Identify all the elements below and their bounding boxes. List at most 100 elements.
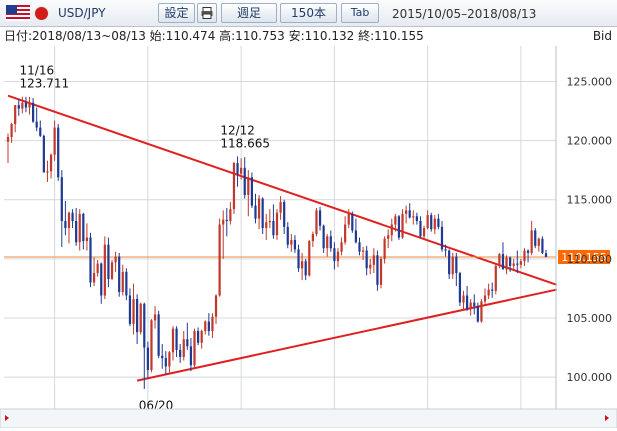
candle-body xyxy=(297,249,300,269)
candle-body xyxy=(405,210,408,214)
candle-body xyxy=(354,230,358,243)
candle-body xyxy=(437,218,440,227)
candle-body xyxy=(483,295,487,302)
candle-body xyxy=(21,102,24,109)
candle-body xyxy=(200,330,203,343)
candle-body xyxy=(544,253,548,258)
candle-body xyxy=(505,257,508,270)
candle-body xyxy=(236,163,239,174)
candle-body xyxy=(361,250,365,252)
period-select[interactable]: 週足 xyxy=(221,3,277,23)
currency-pair-label[interactable]: USD/JPY xyxy=(58,6,106,20)
candle-body xyxy=(408,210,411,218)
candle-body xyxy=(211,316,214,331)
candle-body xyxy=(175,328,178,350)
candle-body xyxy=(132,299,135,324)
candle-body xyxy=(311,234,314,242)
candle-body xyxy=(207,321,210,331)
candle-body xyxy=(351,213,354,231)
y-tick-label: 110.000 xyxy=(567,253,613,266)
candle-body xyxy=(401,213,404,238)
candle-body xyxy=(433,218,436,230)
candle-body xyxy=(426,215,429,229)
candle-body xyxy=(293,239,297,250)
candle-body xyxy=(24,102,28,108)
candle-body xyxy=(75,220,78,243)
candle-body xyxy=(243,167,246,195)
tab-button[interactable]: Tab xyxy=(341,3,379,23)
candle-body xyxy=(526,250,530,253)
candle-body xyxy=(186,339,189,347)
annotation-value: 123.711 xyxy=(20,77,70,91)
candle-body xyxy=(71,212,74,221)
candle-body xyxy=(430,215,433,230)
candle-body xyxy=(265,222,268,229)
annotation-date: 12/12 xyxy=(220,123,255,137)
candle-body xyxy=(67,212,71,229)
candle-body xyxy=(103,244,106,296)
candle-body xyxy=(440,226,444,250)
scroll-left-arrow-icon[interactable] xyxy=(5,415,9,421)
candle-body xyxy=(257,198,261,219)
candle-body xyxy=(60,177,63,221)
candle-body xyxy=(376,255,379,285)
candle-body xyxy=(333,248,336,262)
candle-body xyxy=(218,224,221,296)
candle-body xyxy=(110,262,114,279)
candle-body xyxy=(46,171,49,173)
candle-body xyxy=(261,198,264,229)
candle-body xyxy=(541,238,544,253)
candle-body xyxy=(329,236,332,249)
price-side-label: Bid xyxy=(593,29,612,43)
candle-body xyxy=(379,258,383,285)
candle-body xyxy=(534,230,537,246)
candle-body xyxy=(254,205,257,219)
candle-body xyxy=(196,330,200,343)
candle-body xyxy=(6,137,10,142)
scroll-right-arrow-icon[interactable] xyxy=(605,415,609,421)
candle-body xyxy=(53,127,56,155)
candle-body xyxy=(530,230,533,253)
date-range-label: 2015/10/05–2018/08/13 xyxy=(392,7,537,21)
candle-body xyxy=(444,249,447,251)
candle-body xyxy=(419,220,422,237)
candle-body xyxy=(458,273,462,303)
candle-body xyxy=(31,102,35,122)
candle-body xyxy=(189,346,193,366)
candle-body xyxy=(318,210,322,226)
candle-body xyxy=(300,261,304,269)
candle-body xyxy=(415,216,418,221)
candle-body xyxy=(179,349,182,357)
candle-body xyxy=(480,301,483,322)
print-button[interactable] xyxy=(197,3,217,23)
scrollbar[interactable] xyxy=(0,408,617,429)
candle-body xyxy=(290,239,293,245)
candle-body xyxy=(315,210,318,235)
candle-body xyxy=(139,303,142,333)
trendline-upper-resistance xyxy=(7,94,558,286)
candle-body xyxy=(455,256,458,274)
candlestick-chart[interactable]: 110.155 11/16123.71112/12118.66506/2098.… xyxy=(0,27,617,429)
candle-body xyxy=(168,352,171,367)
candle-body xyxy=(157,314,160,356)
candle-body xyxy=(171,328,175,353)
candle-body xyxy=(250,177,254,206)
settings-button[interactable]: 設定 xyxy=(158,3,195,23)
candle-body xyxy=(232,163,236,210)
candle-body xyxy=(476,306,479,322)
chart-area[interactable]: 110.155 11/16123.71112/12118.66506/2098.… xyxy=(0,27,617,429)
candle-body xyxy=(501,254,505,270)
trendline-lower-support xyxy=(136,288,557,382)
candle-body xyxy=(340,242,343,252)
candle-body xyxy=(35,121,38,128)
candle-body xyxy=(512,263,515,266)
candle-body xyxy=(118,256,121,292)
candle-body xyxy=(107,244,110,279)
candle-body xyxy=(344,224,347,243)
candle-body xyxy=(304,261,307,276)
candle-body xyxy=(96,263,99,274)
candle-body xyxy=(193,330,196,366)
candle-body xyxy=(214,295,218,317)
bar-count-select[interactable]: 150本 xyxy=(280,3,337,23)
candle-body xyxy=(42,135,45,173)
